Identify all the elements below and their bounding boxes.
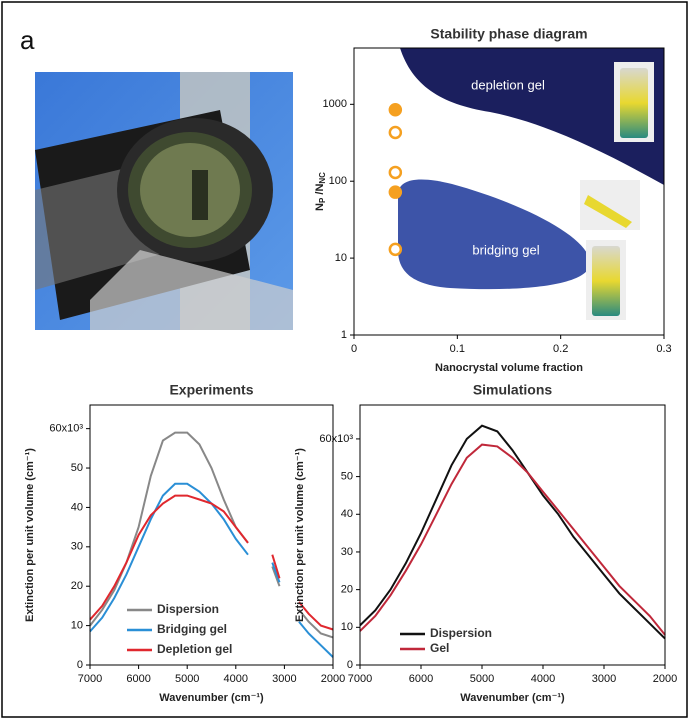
chart-title: Experiments bbox=[169, 382, 253, 398]
point bbox=[388, 102, 403, 117]
y-axis-label-part: /N bbox=[314, 184, 326, 198]
plot-frame bbox=[359, 404, 666, 666]
x-tick-label: 4000 bbox=[224, 673, 248, 685]
y-tick-label: 20 bbox=[341, 584, 353, 596]
y-tick-label: 1 bbox=[341, 329, 347, 341]
plot-frame bbox=[353, 47, 665, 336]
x-axis-label: Wavenumber (cm⁻¹) bbox=[460, 692, 565, 704]
x-tick-label: 2000 bbox=[653, 673, 677, 685]
y-axis-label: Extinction per unit volume (cm⁻¹) bbox=[294, 448, 306, 622]
x-tick-label: 6000 bbox=[126, 673, 150, 685]
x-axis-label: Nanocrystal volume fraction bbox=[435, 362, 583, 374]
y-tick-label: 0 bbox=[347, 659, 353, 671]
point bbox=[388, 125, 403, 140]
x-tick-label: 7000 bbox=[78, 673, 102, 685]
y-tick-label: 40 bbox=[71, 501, 83, 513]
point bbox=[388, 185, 403, 199]
x-tick-label: 3000 bbox=[592, 673, 616, 685]
regions bbox=[398, 48, 664, 290]
y-tick-label: 30 bbox=[71, 541, 83, 553]
y-tick-label: 10 bbox=[71, 620, 83, 632]
y-tick-label: 20 bbox=[71, 580, 83, 592]
legend-label: Dispersion bbox=[430, 626, 492, 640]
y-tick-label: 0 bbox=[77, 659, 83, 671]
y-axis-label-part: P bbox=[318, 197, 327, 203]
plot-frame bbox=[89, 404, 334, 666]
x-axis-label: Wavenumber (cm⁻¹) bbox=[159, 692, 264, 704]
y-tick-label: 100 bbox=[329, 175, 347, 187]
region-label: bridging gel bbox=[472, 242, 539, 257]
y-tick-label: 40 bbox=[341, 508, 353, 520]
y-tick-label: 10 bbox=[335, 252, 347, 264]
y-axis-label-part: N bbox=[314, 203, 326, 211]
legend-label: Bridging gel bbox=[157, 622, 227, 636]
bridging-region bbox=[398, 179, 590, 290]
line bbox=[359, 443, 666, 636]
chart-title: Stability phase diagram bbox=[430, 26, 587, 42]
x-tick-label: 4000 bbox=[531, 673, 555, 685]
legend-label: Gel bbox=[430, 641, 449, 655]
y-tick-label: 50 bbox=[71, 462, 83, 474]
y-axis-label: Extinction per unit volume (cm⁻¹) bbox=[24, 448, 36, 622]
panel-label: a bbox=[20, 25, 35, 55]
line bbox=[89, 494, 334, 631]
line bbox=[359, 424, 666, 640]
y-tick-label: 30 bbox=[341, 546, 353, 558]
line bbox=[89, 482, 334, 658]
x-tick-label: 0.3 bbox=[656, 343, 671, 355]
photo bbox=[35, 72, 293, 330]
y-axis-label-part: NC bbox=[318, 172, 327, 184]
line bbox=[89, 431, 334, 639]
x-tick-label: 3000 bbox=[272, 673, 296, 685]
y-tick-label: 50 bbox=[341, 471, 353, 483]
chart-title: Simulations bbox=[473, 382, 553, 398]
x-tick-label: 0.2 bbox=[553, 343, 568, 355]
inset-photos bbox=[580, 62, 654, 320]
x-tick-label: 2000 bbox=[321, 673, 345, 685]
x-tick-label: 6000 bbox=[409, 673, 433, 685]
x-tick-label: 7000 bbox=[348, 673, 372, 685]
x-tick-label: 0.1 bbox=[450, 343, 465, 355]
x-tick-label: 5000 bbox=[175, 673, 199, 685]
x-tick-label: 0 bbox=[351, 343, 357, 355]
region-label: depletion gel bbox=[471, 77, 545, 92]
y-tick-label: 10 bbox=[341, 621, 353, 633]
y-tick-label: 60x10³ bbox=[49, 423, 83, 435]
y-axis-label: NP /NNC bbox=[314, 172, 327, 211]
y-tick-label: 1000 bbox=[323, 98, 347, 110]
y-tick-label: 60x10³ bbox=[319, 433, 353, 445]
legend-label: Dispersion bbox=[157, 602, 219, 616]
x-tick-label: 5000 bbox=[470, 673, 494, 685]
point bbox=[388, 242, 403, 257]
legend-label: Depletion gel bbox=[157, 642, 232, 656]
point bbox=[388, 165, 403, 180]
depletion-region bbox=[400, 48, 664, 185]
